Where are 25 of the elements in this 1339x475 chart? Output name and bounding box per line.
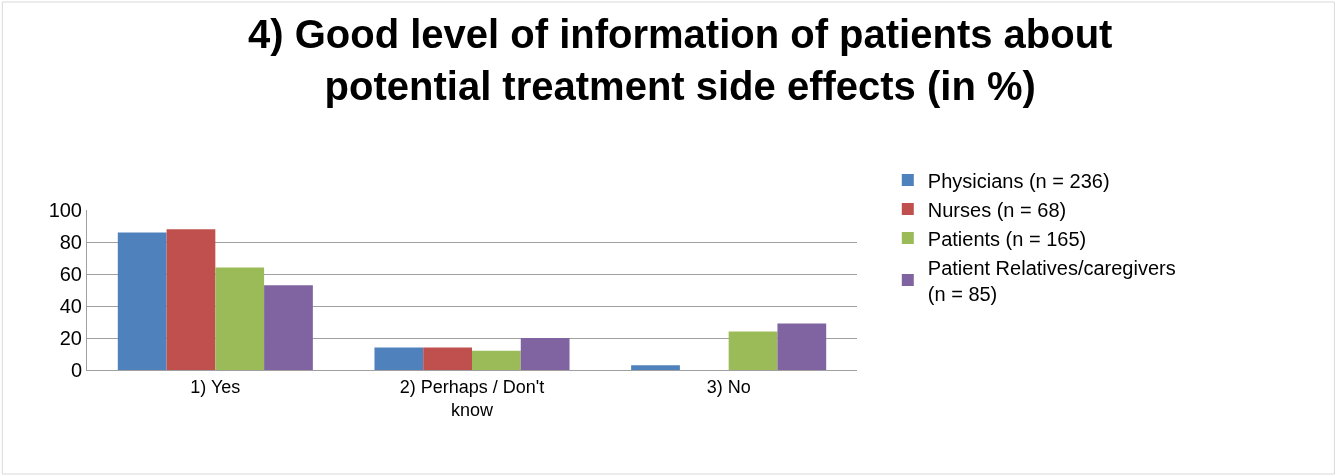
- bar: [166, 229, 216, 370]
- bar: [374, 347, 424, 370]
- bar: [631, 365, 680, 370]
- bar: [472, 350, 521, 370]
- bar: [777, 323, 827, 370]
- bar: [520, 338, 570, 370]
- x-tick-label: 3) No: [706, 376, 751, 397]
- legend-label: Patients (n = 165): [927, 227, 1087, 250]
- bar: [117, 232, 167, 370]
- legend-label: Physicians (n = 236): [927, 169, 1110, 192]
- bar: [423, 347, 472, 370]
- legend-label: Patient Relatives/caregivers (n = 85): [927, 256, 1176, 305]
- y-tick-label: 80: [59, 231, 82, 253]
- y-tick-label: 40: [59, 295, 82, 317]
- x-tick-label: 2) Perhaps / Don't know: [399, 376, 545, 420]
- y-tick-label: 20: [59, 327, 82, 349]
- bar: [728, 331, 778, 370]
- chart-title: 4) Good level of information of patients about potential treatment side effects (in %): [247, 11, 1113, 108]
- x-tick-label: 1) Yes: [190, 376, 241, 397]
- y-tick-label: 100: [48, 199, 82, 221]
- y-tick-label: 60: [59, 263, 82, 285]
- bar: [264, 285, 313, 370]
- y-tick-label: 0: [70, 359, 82, 381]
- bar: [215, 267, 265, 370]
- legend-label: Nurses (n = 68): [927, 198, 1067, 221]
